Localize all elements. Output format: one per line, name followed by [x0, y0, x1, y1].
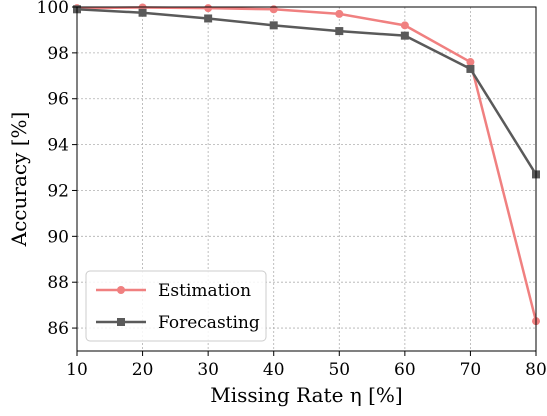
x-tick-label: 60: [394, 360, 416, 380]
x-tick-label: 10: [66, 360, 88, 380]
y-tick-label: 92: [47, 181, 69, 201]
data-point-estimation: [269, 5, 278, 14]
y-tick-label: 98: [47, 44, 69, 64]
data-point-estimation: [400, 21, 409, 30]
series-line-forecasting: [76, 8, 538, 176]
series-line-estimation: [76, 6, 538, 322]
plot-frame: [76, 6, 537, 352]
y-tick-label: 86: [47, 319, 69, 339]
y-tick-label: 88: [47, 273, 69, 293]
legend-box: [85, 270, 267, 342]
legend-marker-estimation: [117, 286, 125, 294]
ticks: 10 20 30 40 50 60 70 80 86 88 90 92 94 96 98 100: [37, 0, 547, 380]
data-point-estimation: [335, 9, 344, 18]
legend: Estimation Forecasting: [85, 270, 267, 342]
x-tick-label: 80: [525, 360, 547, 380]
y-tick-label: 90: [47, 227, 69, 247]
legend-label-forecasting: Forecasting: [158, 313, 260, 333]
x-tick-label: 40: [263, 360, 285, 380]
data-point-forecasting: [204, 14, 213, 23]
legend-marker-forecasting: [117, 318, 125, 326]
data-point-forecasting: [400, 31, 409, 40]
y-tick-label: 94: [47, 136, 69, 156]
y-tick-label: 96: [47, 90, 69, 110]
x-tick-label: 70: [460, 360, 482, 380]
data-point-forecasting: [269, 21, 278, 30]
data-point-estimation: [204, 4, 213, 13]
legend-label-estimation: Estimation: [158, 281, 251, 301]
x-tick-label: 50: [328, 360, 350, 380]
data-point-forecasting: [138, 8, 147, 17]
data-point-forecasting: [335, 27, 344, 36]
x-tick-label: 20: [132, 360, 154, 380]
data-point-estimation: [466, 58, 475, 67]
y-tick-label: 100: [37, 0, 69, 18]
y-axis-label: Accuracy [%]: [7, 112, 31, 248]
x-tick-label: 30: [197, 360, 219, 380]
x-axis-label: Missing Rate η [%]: [210, 383, 402, 407]
data-point-forecasting: [466, 64, 475, 73]
